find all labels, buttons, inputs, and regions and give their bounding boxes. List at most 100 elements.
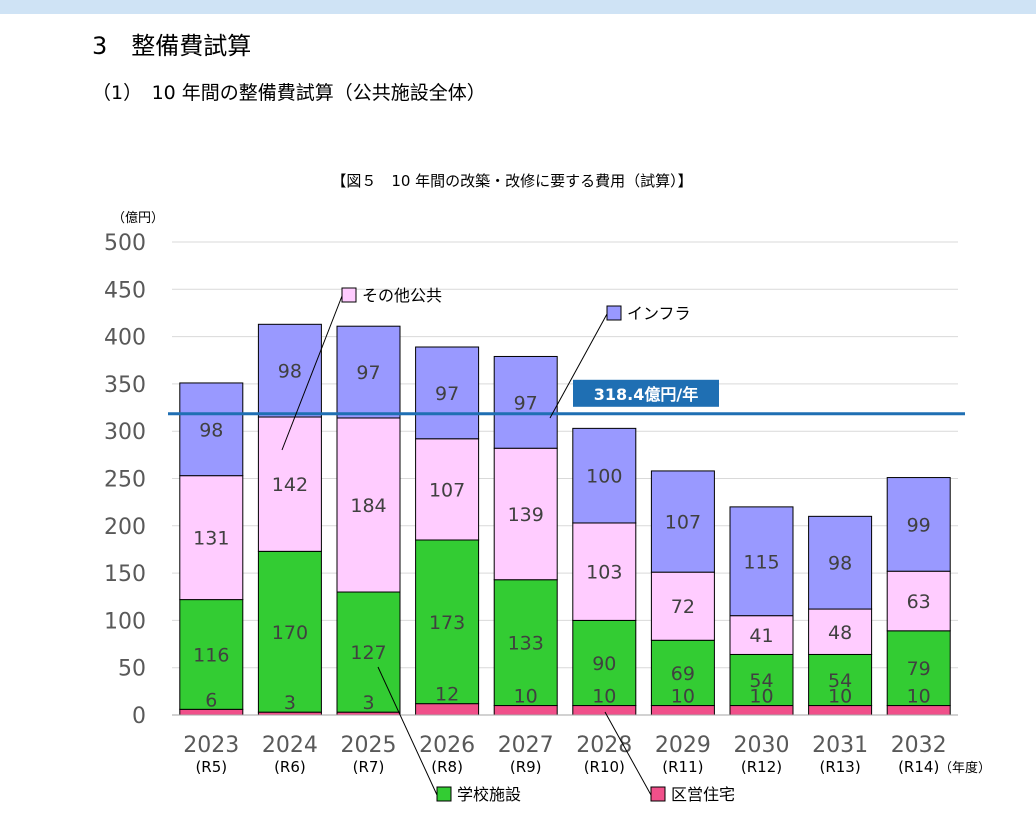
data-label: 107 <box>665 512 701 534</box>
data-label: 54 <box>749 670 773 692</box>
average-label-box <box>573 379 719 407</box>
legend-label: インフラ <box>627 304 691 323</box>
bar-segment <box>257 416 322 552</box>
bar-segment <box>493 355 558 449</box>
y-tick-label: 200 <box>104 515 146 540</box>
legend-swatch <box>606 305 622 321</box>
legend-leader-line <box>281 295 343 451</box>
bar-segment <box>650 470 715 573</box>
data-label: 3 <box>284 692 296 714</box>
bar-segment <box>415 438 480 541</box>
bar-segment <box>493 447 558 581</box>
legend-leader-line <box>377 666 438 796</box>
bar-segment <box>257 550 322 713</box>
data-label: 107 <box>429 479 465 501</box>
data-label: 97 <box>356 362 380 384</box>
x-tick-label: 2027 <box>498 733 554 758</box>
bar-segment <box>808 608 873 655</box>
data-label: 99 <box>907 514 931 536</box>
bar-segment <box>650 571 715 641</box>
x-axis-label: （年度） <box>939 760 991 776</box>
data-label: 139 <box>508 504 544 526</box>
bar-segment <box>179 599 244 710</box>
y-tick-label: 150 <box>104 562 146 587</box>
y-tick-label: 300 <box>104 420 146 445</box>
legend-leader-line <box>549 313 608 419</box>
data-label: 127 <box>350 642 386 664</box>
bar-segment <box>572 522 637 621</box>
data-label: 133 <box>508 633 544 655</box>
x-tick-label: 2024 <box>262 733 318 758</box>
legend-swatch <box>650 786 666 802</box>
data-label: 10 <box>592 686 616 708</box>
data-label: 98 <box>278 361 302 383</box>
sub-title: （1） 10 年間の整備費試算（公共施設全体） <box>92 82 486 104</box>
bar-segment <box>650 639 715 707</box>
data-label: 97 <box>435 383 459 405</box>
data-label: 10 <box>907 686 931 708</box>
y-tick-label: 500 <box>104 231 146 256</box>
bar-segment <box>336 417 401 593</box>
bar-segment <box>886 630 951 707</box>
chart-title: 【図５ 10 年間の改築・改修に要する費用（試算）】 <box>331 172 692 190</box>
y-tick-label: 350 <box>104 373 146 398</box>
y-tick-label: 100 <box>104 609 146 634</box>
bar-segment <box>808 653 873 707</box>
bar-segment <box>729 653 794 707</box>
y-tick-label: 250 <box>104 468 146 493</box>
data-label: 48 <box>828 622 852 644</box>
data-label: 115 <box>743 551 779 573</box>
data-label: 98 <box>199 419 223 441</box>
x-tick-sublabel: (R13) <box>819 758 860 776</box>
data-label: 90 <box>592 653 616 675</box>
data-label: 54 <box>828 670 852 692</box>
section-title: 3 整備費試算 <box>92 32 252 60</box>
x-tick-sublabel: (R11) <box>662 758 703 776</box>
bar-segment <box>336 325 401 419</box>
y-tick-label: 0 <box>132 704 146 729</box>
legend-label: 学校施設 <box>457 785 521 804</box>
top-banner <box>0 0 1036 14</box>
x-tick-label: 2030 <box>734 733 790 758</box>
data-label: 142 <box>272 474 308 496</box>
legend-label: その他公共 <box>362 286 442 305</box>
data-label: 100 <box>586 466 622 488</box>
legend-leader-line <box>604 711 652 796</box>
y-tick-label: 400 <box>104 326 146 351</box>
data-label: 63 <box>907 591 931 613</box>
bar-segment <box>415 539 480 705</box>
x-tick-label: 2026 <box>419 733 475 758</box>
x-tick-sublabel: (R5) <box>195 758 227 776</box>
x-tick-sublabel: (R7) <box>353 758 385 776</box>
x-tick-sublabel: (R9) <box>510 758 542 776</box>
x-tick-sublabel: (R14) <box>898 758 939 776</box>
bar-segment <box>572 619 637 707</box>
data-label: 12 <box>435 684 459 706</box>
legend-swatch <box>341 287 357 303</box>
x-tick-label: 2032 <box>891 733 947 758</box>
data-label: 69 <box>671 663 695 685</box>
data-label: 173 <box>429 612 465 634</box>
x-tick-label: 2023 <box>183 733 239 758</box>
bar-segment <box>493 579 558 707</box>
data-label: 3 <box>362 692 374 714</box>
bar-segment <box>886 477 951 572</box>
x-tick-sublabel: (R6) <box>274 758 306 776</box>
legend-swatch <box>436 786 452 802</box>
bar-segment <box>808 515 873 610</box>
data-label: 116 <box>193 644 229 666</box>
bar-segment <box>179 382 244 477</box>
data-label: 72 <box>671 596 695 618</box>
data-label: 10 <box>749 686 773 708</box>
legend-label: 区営住宅 <box>671 785 735 804</box>
data-label: 184 <box>350 495 386 517</box>
data-label: 97 <box>514 392 538 414</box>
bar-segment <box>415 346 480 440</box>
data-label: 6 <box>205 689 217 711</box>
bar-segment <box>572 427 637 524</box>
data-label: 10 <box>514 686 538 708</box>
data-label: 131 <box>193 528 229 550</box>
bar-segment <box>257 323 322 418</box>
data-label: 98 <box>828 553 852 575</box>
y-tick-label: 50 <box>118 657 146 682</box>
